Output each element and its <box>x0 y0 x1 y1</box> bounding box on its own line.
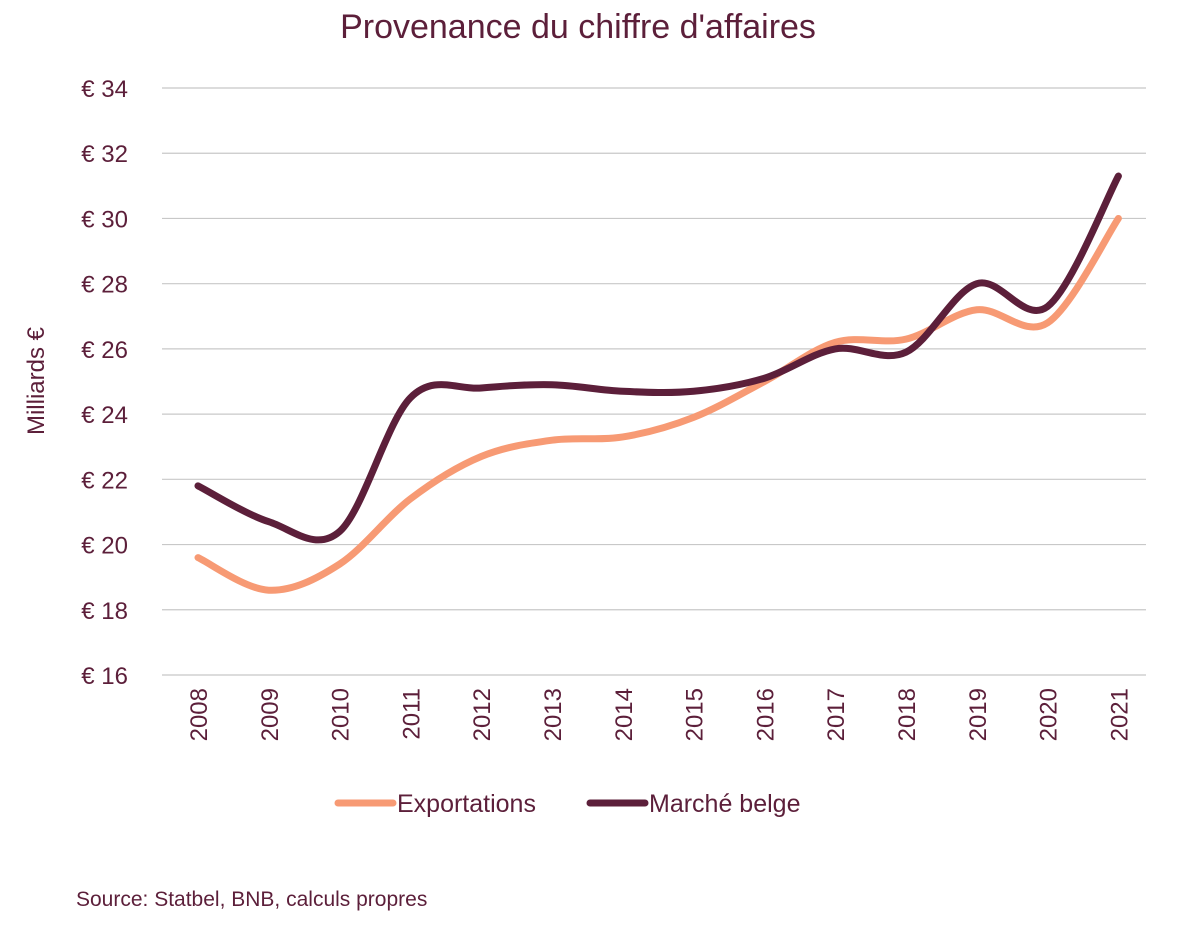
x-tick-label: 2019 <box>965 688 992 741</box>
source-note: Source: Statbel, BNB, calculs propres <box>76 888 428 911</box>
x-tick-label: 2018 <box>894 688 921 741</box>
legend: Exportations Marché belge <box>334 790 800 818</box>
data-point <box>620 388 626 394</box>
data-point <box>620 434 626 440</box>
data-point <box>691 388 697 394</box>
x-tick-label: 2009 <box>257 688 284 741</box>
data-point <box>1115 173 1121 179</box>
data-point <box>195 483 201 489</box>
data-point <box>903 349 909 355</box>
y-tick-label: € 18 <box>81 598 128 625</box>
legend-label: Exportations <box>397 790 536 818</box>
data-point <box>1115 215 1121 221</box>
data-point <box>1045 320 1051 326</box>
data-point <box>337 561 343 567</box>
y-tick-label: € 26 <box>81 337 128 364</box>
gridlines <box>162 87 1146 676</box>
y-tick-label: € 34 <box>81 76 128 103</box>
x-tick-label: 2013 <box>540 688 567 741</box>
y-axis-ticks: € 16 € 18 € 20 € 22 € 24 € 26 € 28 € 30 € 32 € 34 <box>81 76 128 690</box>
x-tick-label: 2021 <box>1106 688 1133 741</box>
legend-label: Marché belge <box>649 790 800 818</box>
data-point <box>407 496 413 502</box>
series-line-march-belge <box>194 172 1122 544</box>
series-line-exportations <box>194 214 1122 594</box>
data-point <box>195 555 201 561</box>
data-point <box>337 529 343 535</box>
data-point <box>761 375 767 381</box>
data-point <box>974 307 980 313</box>
x-tick-label: 2016 <box>752 688 779 741</box>
y-tick-label: € 24 <box>81 402 128 429</box>
data-point <box>1045 303 1051 309</box>
data-point <box>549 382 555 388</box>
y-tick-label: € 22 <box>81 467 128 494</box>
data-point <box>266 519 272 525</box>
data-point <box>974 281 980 287</box>
data-point <box>478 454 484 460</box>
x-tick-label: 2008 <box>186 688 213 741</box>
x-tick-label: 2012 <box>469 688 496 741</box>
x-tick-label: 2020 <box>1036 688 1063 741</box>
y-tick-label: € 30 <box>81 206 128 233</box>
x-tick-label: 2014 <box>611 688 638 741</box>
data-point <box>266 587 272 593</box>
data-point <box>832 339 838 345</box>
series-lines <box>194 172 1122 594</box>
x-tick-label: 2011 <box>398 688 425 740</box>
x-tick-label: 2017 <box>823 688 850 741</box>
y-tick-label: € 16 <box>81 663 128 690</box>
x-axis-ticks: 2008 2009 2010 2011 2012 2013 2014 2015 2016 2017… <box>186 688 1133 741</box>
y-tick-label: € 28 <box>81 272 128 299</box>
data-point <box>691 414 697 420</box>
y-tick-label: € 20 <box>81 533 128 560</box>
data-point <box>903 336 909 342</box>
data-point <box>549 437 555 443</box>
chart-title: Provenance du chiffre d'affaires <box>340 8 816 46</box>
y-tick-label: € 32 <box>81 141 128 168</box>
y-axis-label: Milliards € <box>23 326 50 435</box>
data-point <box>407 395 413 401</box>
x-tick-label: 2015 <box>682 688 709 741</box>
data-point <box>832 346 838 352</box>
x-tick-label: 2010 <box>328 688 355 741</box>
data-point <box>478 385 484 391</box>
